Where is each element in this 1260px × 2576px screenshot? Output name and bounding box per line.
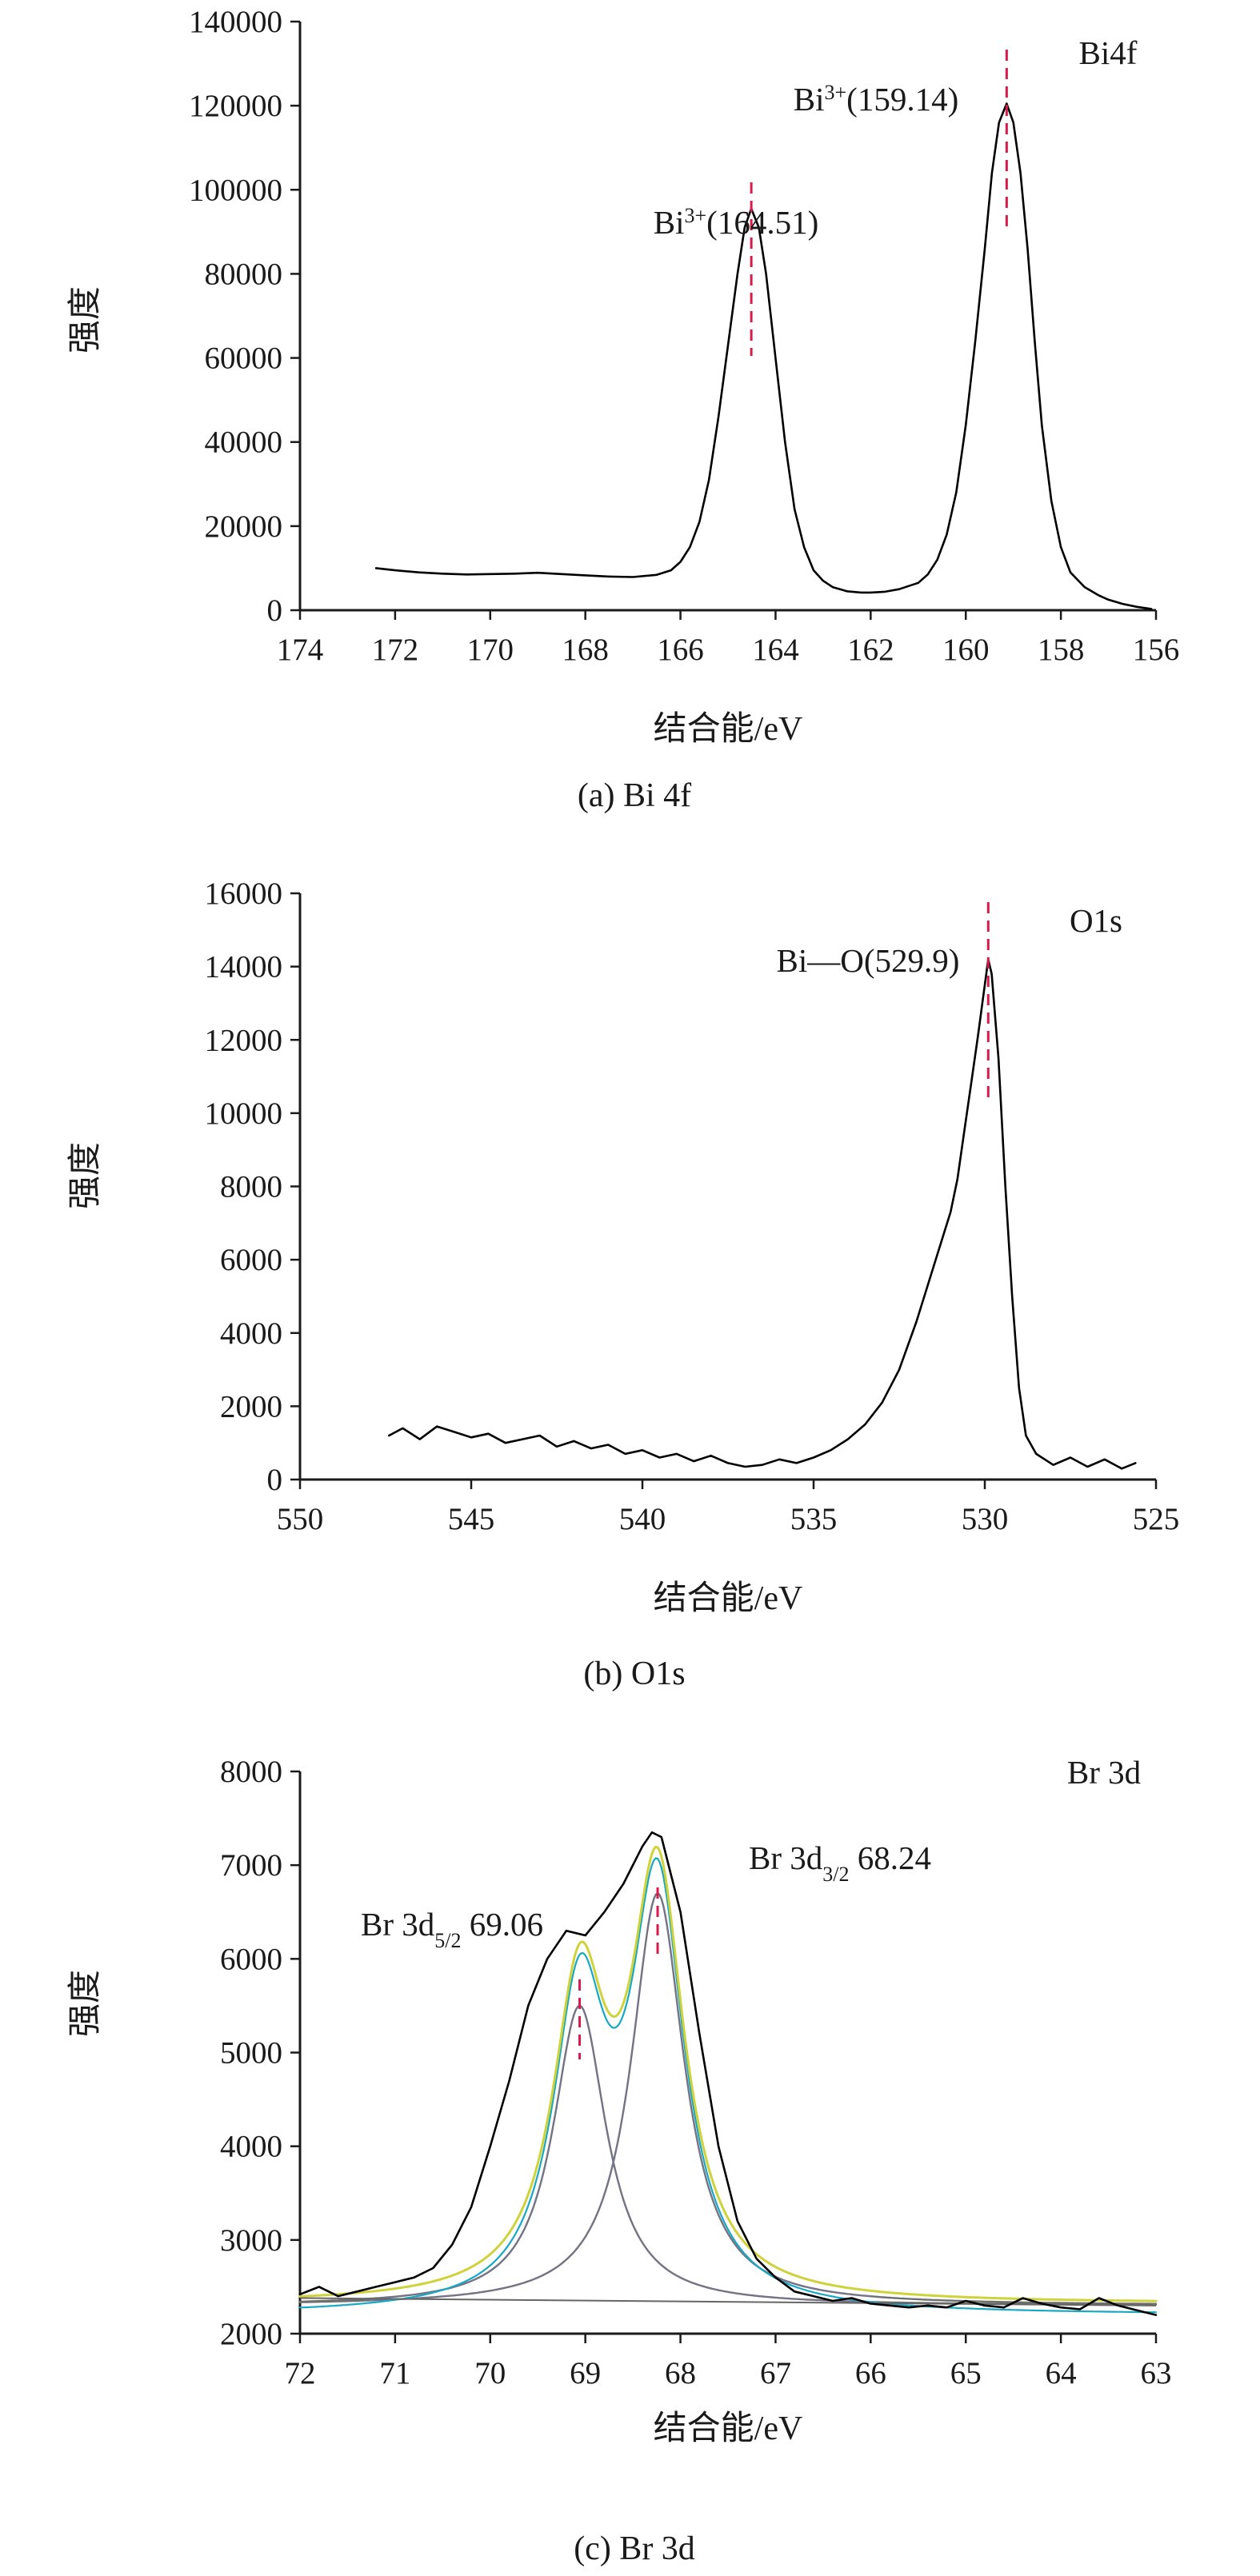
panel-c-x-tick-label: 64	[1046, 2356, 1077, 2390]
panel-b-y-tick-label: 16000	[205, 877, 283, 911]
panel-b-x-tick-label: 540	[619, 1502, 666, 1536]
panel-b-y-tick-label: 6000	[220, 1243, 282, 1277]
panel-c: 2000 3000 4000 5000 6000 7000 8000 72 71 70 69 68 67…	[67, 1754, 1172, 2567]
panel-b-y-tick-label: 2000	[220, 1389, 282, 1424]
panel-a-x-tick-label: 174	[277, 633, 324, 667]
panel-c-envelope-yellow	[298, 1845, 1158, 2302]
panel-a-x-tick-label: 158	[1038, 633, 1085, 667]
panel-a-x-tick-label: 162	[847, 633, 894, 667]
panel-a-y-tick-label: 0	[267, 593, 283, 628]
panel-a-plot: 0 20000 40000 60000 80000 100000 120000 140000 1…	[189, 5, 1179, 667]
panel-a: 0 20000 40000 60000 80000 100000 120000 140000 1…	[67, 5, 1179, 814]
panel-b-y-tick-label: 4000	[220, 1316, 282, 1351]
panel-a-x-tick-label: 164	[752, 633, 799, 667]
panel-b-x-tick-label: 545	[448, 1502, 495, 1536]
panel-a-y-tick-label: 80000	[205, 257, 283, 291]
panel-c-envelope-cyan	[298, 1857, 1158, 2314]
panel-c-y-tick-label: 3000	[220, 2223, 282, 2258]
panel-c-x-tick-label: 69	[570, 2356, 601, 2390]
panel-c-y-tick-label: 2000	[220, 2317, 282, 2351]
panel-c-fit-component-tint-2	[366, 1892, 872, 2302]
panel-c-ylabel: 强度	[67, 1970, 104, 2037]
panel-b-caption: (b) O1s	[583, 1655, 685, 1692]
panel-a-series-1	[374, 102, 1153, 610]
panel-b-y-tick-label: 0	[267, 1463, 283, 1497]
panel-a-caption: (a) Bi 4f	[578, 777, 691, 814]
panel-a-y-tick-label: 40000	[205, 425, 283, 460]
panel-a-label: Bi4f	[1079, 34, 1138, 71]
panel-a-x-tick-label: 156	[1133, 633, 1180, 667]
panel-c-x-tick-label: 66	[855, 2356, 886, 2390]
panel-c-y-tick-label: 5000	[220, 2036, 282, 2071]
panel-c-annotation-1: Br 3d5/2 69.06	[361, 1906, 543, 1952]
panel-a-x-tick-label: 160	[942, 633, 990, 667]
panel-c-x-tick-label: 70	[474, 2356, 506, 2390]
panel-a-x-tick-label: 168	[562, 633, 609, 667]
panel-b-ylabel: 强度	[67, 1142, 104, 1209]
panel-a-annotation-1: Bi3+(164.51)	[654, 204, 818, 242]
panel-a-y-tick-label: 120000	[189, 89, 282, 123]
panel-c-y-tick-label: 8000	[220, 1755, 282, 1789]
panel-c-baseline	[299, 2297, 1157, 2306]
panel-b: 0 2000 4000 6000 8000 10000 12000 14000 16000 550…	[67, 877, 1179, 1692]
panel-b-y-tick-label: 10000	[205, 1096, 283, 1131]
panel-a-x-tick-label: 166	[657, 633, 704, 667]
panel-b-x-tick-label: 535	[790, 1502, 838, 1536]
panel-b-xlabel: 结合能/eV	[654, 1580, 803, 1617]
panel-c-x-tick-label: 72	[285, 2356, 316, 2390]
panel-c-fit-component-2	[298, 1892, 1158, 2305]
panel-b-annotation-1: Bi—O(529.9)	[777, 942, 960, 979]
panel-b-y-tick-label: 8000	[220, 1170, 282, 1204]
panel-a-x-tick-label: 170	[467, 633, 514, 667]
panel-c-plot: 2000 3000 4000 5000 6000 7000 8000 72 71 70 69 68 67…	[220, 1755, 1172, 2390]
panel-b-y-tick-label: 14000	[205, 950, 283, 984]
panel-a-x-tick-label: 172	[372, 633, 419, 667]
panel-b-x-tick-label: 530	[962, 1502, 1009, 1536]
panel-c-y-tick-label: 4000	[220, 2130, 282, 2164]
panel-c-x-tick-label: 71	[379, 2356, 410, 2390]
panel-c-y-tick-label: 6000	[220, 1942, 282, 1976]
panel-c-label: Br 3d	[1067, 1754, 1141, 1791]
panel-a-ylabel: 强度	[67, 286, 104, 353]
panel-b-label: O1s	[1070, 902, 1122, 939]
panel-c-y-tick-label: 7000	[220, 1848, 282, 1883]
panel-c-x-tick-label: 63	[1141, 2356, 1172, 2390]
panel-c-x-tick-label: 67	[760, 2356, 791, 2390]
panel-c-fit-component-1	[298, 2004, 1158, 2306]
panel-c-caption: (c) Br 3d	[574, 2530, 695, 2567]
panel-c-series-raw	[298, 1831, 1158, 2316]
panel-a-y-tick-label: 140000	[189, 5, 282, 39]
panel-b-x-tick-label: 525	[1133, 1502, 1180, 1536]
panel-c-xlabel: 结合能/eV	[654, 2410, 803, 2447]
panel-a-xlabel: 结合能/eV	[654, 711, 803, 748]
panel-b-y-tick-label: 12000	[205, 1023, 283, 1057]
panel-b-series-1	[387, 958, 1137, 1470]
panel-c-annotation-2: Br 3d3/2 68.24	[749, 1839, 931, 1886]
panel-c-x-tick-label: 65	[950, 2356, 982, 2390]
panel-a-annotation-2: Bi3+(159.14)	[794, 81, 958, 118]
panel-a-y-tick-label: 60000	[205, 341, 283, 376]
panel-c-x-tick-label: 68	[665, 2356, 696, 2390]
panel-a-y-tick-label: 100000	[189, 173, 282, 207]
panel-b-x-tick-label: 550	[277, 1502, 324, 1536]
panel-a-y-tick-label: 20000	[205, 509, 283, 544]
panel-b-plot: 0 2000 4000 6000 8000 10000 12000 14000 16000 550…	[205, 877, 1180, 1536]
